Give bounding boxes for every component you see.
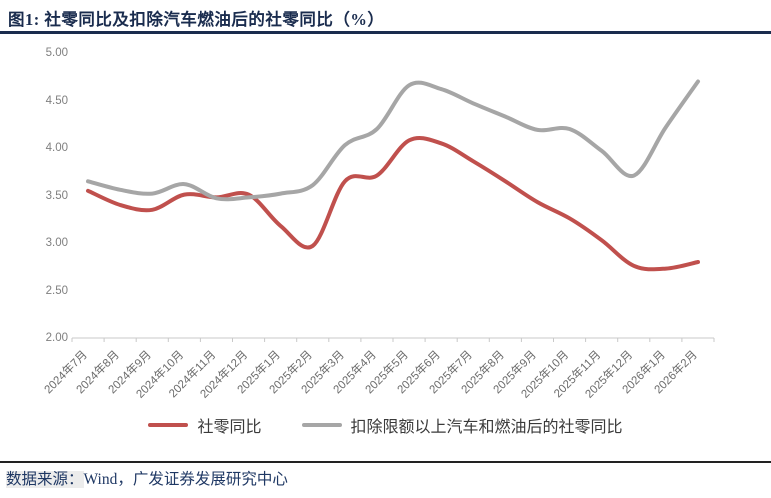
y-tick-label: 2.00	[45, 332, 68, 344]
page-title: 图1: 社零同比及扣除汽车燃油后的社零同比（%）	[8, 10, 385, 29]
source-note: 数据来源：Wind，广发证券发展研究中心	[6, 467, 288, 489]
footer-divider	[0, 461, 771, 463]
y-tick-label: 4.00	[45, 142, 68, 154]
y-tick-label: 2.50	[45, 284, 68, 297]
legend-item-ex-auto-fuel-yoy: 扣除限额以上汽车和燃油后的社零同比	[301, 413, 623, 437]
source-note-label: 数据来源：	[6, 471, 84, 488]
series-line-retail-yoy	[86, 136, 700, 272]
y-tick-label: 5.00	[45, 47, 68, 59]
legend-line-gray-icon	[301, 422, 342, 428]
legend-line-red-icon	[148, 422, 189, 428]
legend-item-retail-yoy: 社零同比	[148, 413, 262, 437]
y-tick-label: 4.50	[45, 94, 68, 107]
title-underline	[0, 31, 771, 34]
y-tick-label: 3.00	[45, 237, 68, 249]
legend-label-ex-auto-fuel-yoy: 扣除限额以上汽车和燃油后的社零同比	[350, 419, 623, 436]
y-tick-label: 3.50	[45, 189, 68, 202]
source-note-text: Wind，广发证券发展研究中心	[83, 471, 288, 488]
x-axis	[71, 337, 715, 342]
series-line-ex-auto-fuel-yoy	[86, 79, 700, 202]
legend-label-retail-yoy: 社零同比	[197, 419, 262, 436]
chart-legend: 社零同比 扣除限额以上汽车和燃油后的社零同比	[0, 413, 771, 437]
